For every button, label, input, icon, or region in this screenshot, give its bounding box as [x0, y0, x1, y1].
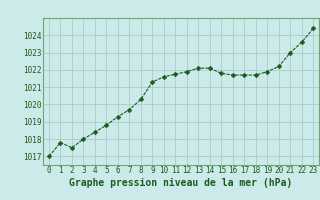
X-axis label: Graphe pression niveau de la mer (hPa): Graphe pression niveau de la mer (hPa) [69, 178, 293, 188]
